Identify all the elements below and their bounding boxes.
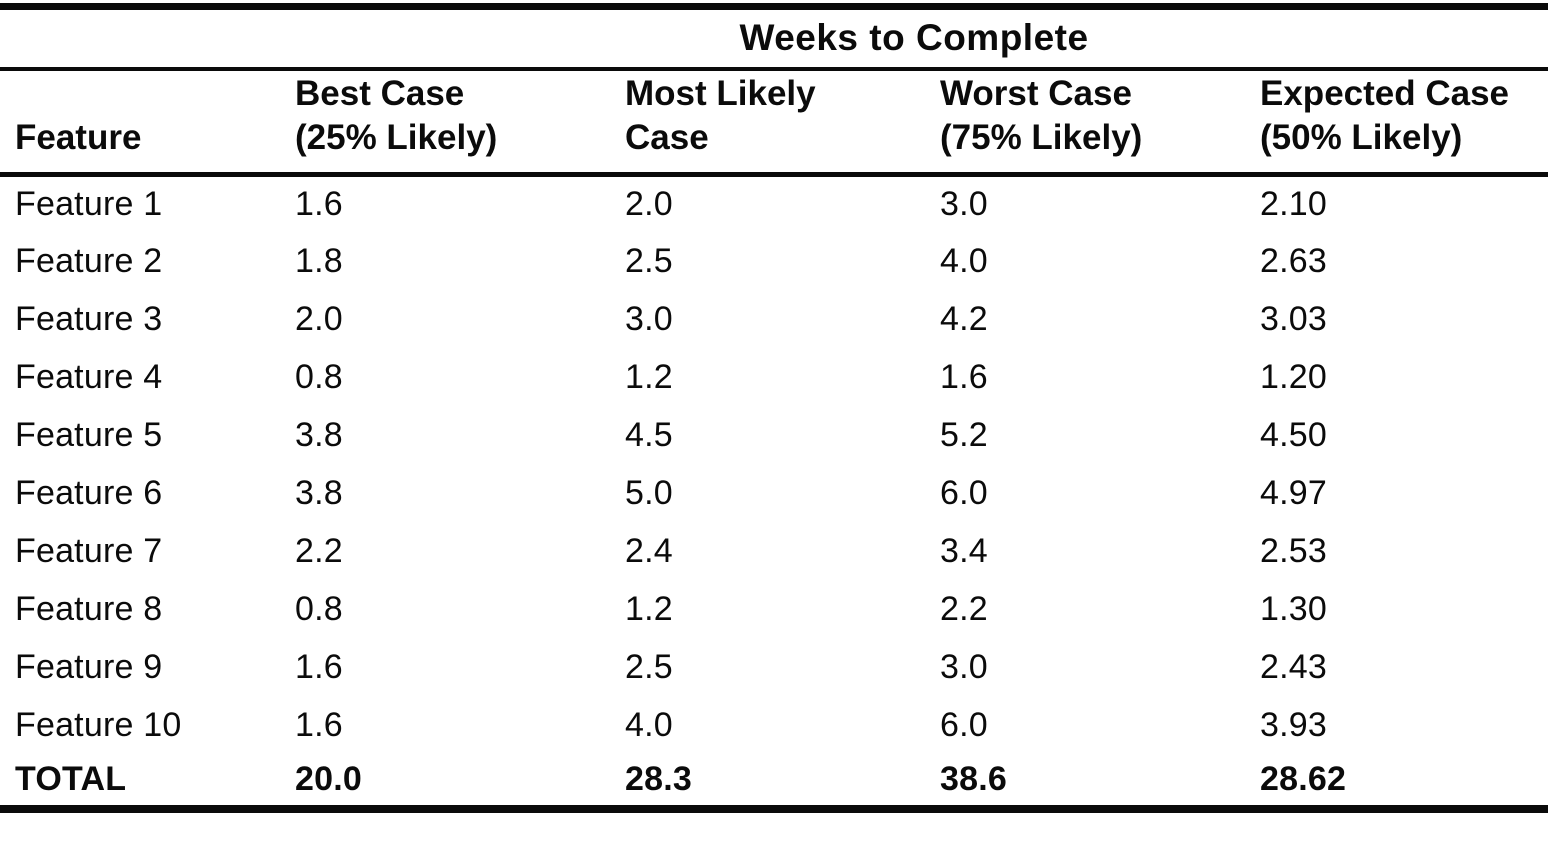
best-case-cell: 3.8 [295,416,343,454]
most-likely-cell: 1.2 [625,590,673,628]
title-row-spacer [0,6,280,71]
total-label-cell: TOTAL [15,760,127,798]
expected-case-cell: 3.03 [1260,300,1327,338]
table-title: Weeks to Complete [280,6,1548,71]
worst-case-cell: 3.0 [940,185,988,224]
expected-case-cell: 1.30 [1260,590,1327,628]
feature-cell: Feature 6 [15,474,163,512]
best-case-cell: 0.8 [295,590,343,628]
table-row: Feature 3 2.0 3.0 4.2 3.03 [0,291,1548,349]
best-case-cell: 3.8 [295,474,343,512]
best-case-cell: 1.8 [295,242,343,280]
feature-cell: Feature 7 [15,532,163,570]
most-likely-cell: 2.5 [625,648,673,686]
most-likely-cell: 1.2 [625,358,673,396]
table-row: Feature 7 2.2 2.4 3.4 2.53 [0,523,1548,581]
total-most-likely-cell: 28.3 [625,760,692,798]
most-likely-cell: 4.0 [625,706,673,744]
feature-cell: Feature 3 [15,300,163,338]
estimation-table: Weeks to Complete Feature Best Case (25%… [0,3,1548,813]
worst-case-cell: 3.0 [940,648,988,686]
best-case-cell: 2.0 [295,300,343,338]
expected-case-cell: 2.53 [1260,532,1327,570]
feature-cell: Feature 8 [15,590,163,628]
most-likely-cell: 2.4 [625,532,673,570]
column-header-row: Feature Best Case (25% Likely) Most Like… [0,68,1548,177]
table-row: Feature 4 0.8 1.2 1.6 1.20 [0,349,1548,407]
best-case-cell: 1.6 [295,706,343,744]
total-worst-case-cell: 38.6 [940,760,1007,798]
table-row: Feature 8 0.8 1.2 2.2 1.30 [0,581,1548,639]
worst-case-cell: 6.0 [940,706,988,744]
worst-case-cell: 2.2 [940,590,988,628]
expected-case-cell: 2.63 [1260,242,1327,280]
column-header-best-case: Best Case (25% Likely) [280,68,610,177]
table-row: Feature 2 1.8 2.5 4.0 2.63 [0,233,1548,291]
feature-cell: Feature 2 [15,242,163,280]
worst-case-cell: 1.6 [940,358,988,396]
best-case-cell: 2.2 [295,532,343,570]
feature-cell: Feature 9 [15,648,163,686]
table-title-row: Weeks to Complete [0,6,1548,71]
table-row: Feature 1 1.6 2.0 3.0 2.10 [0,175,1548,233]
table-row: Feature 6 3.8 5.0 6.0 4.97 [0,465,1548,523]
expected-case-cell: 1.20 [1260,358,1327,396]
worst-case-cell: 4.2 [940,300,988,338]
best-case-cell: 1.6 [295,648,343,686]
expected-case-cell: 4.97 [1260,474,1327,512]
expected-case-cell: 2.43 [1260,648,1327,686]
table-row: Feature 9 1.6 2.5 3.0 2.43 [0,639,1548,697]
table-row: Feature 10 1.6 4.0 6.0 3.93 [0,697,1548,755]
column-header-feature-label: Feature [15,117,142,157]
column-header-worst-case: Worst Case (75% Likely) [925,68,1245,177]
most-likely-cell: 5.0 [625,474,673,512]
best-case-cell: 0.8 [295,358,343,396]
total-row: TOTAL 20.0 28.3 38.6 28.62 [0,755,1548,809]
most-likely-cell: 4.5 [625,416,673,454]
expected-case-cell: 3.93 [1260,706,1327,744]
most-likely-cell: 2.5 [625,242,673,280]
scanned-book-page: Weeks to Complete Feature Best Case (25%… [0,3,1548,844]
most-likely-cell: 3.0 [625,300,673,338]
most-likely-cell: 2.0 [625,185,673,224]
total-expected-case-cell: 28.62 [1260,760,1347,798]
best-case-cell: 1.6 [295,185,343,224]
worst-case-cell: 5.2 [940,416,988,454]
expected-case-cell: 4.50 [1260,416,1327,454]
feature-cell: Feature 10 [15,706,182,744]
worst-case-cell: 3.4 [940,532,988,570]
total-best-case-cell: 20.0 [295,760,362,798]
worst-case-cell: 4.0 [940,242,988,280]
column-header-feature: Feature [0,68,280,177]
column-header-most-likely-case: Most Likely Case [610,68,925,177]
table-row: Feature 5 3.8 4.5 5.2 4.50 [0,407,1548,465]
feature-cell: Feature 5 [15,416,163,454]
feature-cell: Feature 1 [15,185,163,224]
feature-cell: Feature 4 [15,358,163,396]
expected-case-cell: 2.10 [1260,185,1327,224]
column-header-expected-case: Expected Case (50% Likely) [1245,68,1548,177]
worst-case-cell: 6.0 [940,474,988,512]
